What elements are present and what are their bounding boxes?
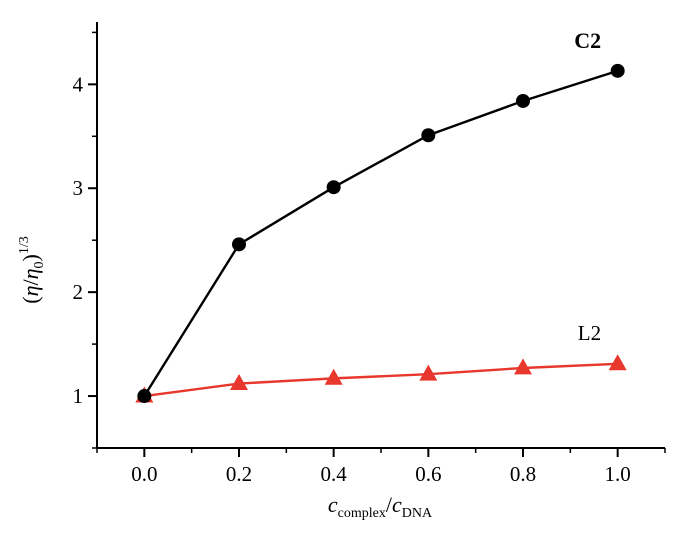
series-label-c2: C2 <box>574 28 601 53</box>
data-point-l2 <box>324 368 343 385</box>
x-tick-label: 1.0 <box>605 462 631 486</box>
x-tick-label: 0.6 <box>415 462 441 486</box>
data-point-c2 <box>232 237 246 252</box>
x-axis-title: ccomplex/cDNA <box>328 492 433 521</box>
x-tick-label: 0.8 <box>510 462 536 486</box>
x-tick-label: 0.2 <box>226 462 252 486</box>
axes: 0.0 0.2 0.4 0.6 0.8 1.0 1 2 3 4 <box>73 22 666 486</box>
y-tick-label: 4 <box>73 72 84 96</box>
data-point-c2 <box>421 128 436 143</box>
y-tick-label: 1 <box>73 384 84 408</box>
series-line-c2 <box>143 69 619 397</box>
data-point-l2 <box>230 373 248 390</box>
series-label-l2: L2 <box>578 321 601 345</box>
y-axis-title: (η/η0)1/3 <box>17 236 47 304</box>
x-tick-label: 0.4 <box>321 462 348 486</box>
series-layer <box>135 63 627 404</box>
data-point-l2 <box>419 364 438 381</box>
data-point-l2 <box>514 358 532 375</box>
labels-layer: C2 L2 <box>574 28 601 345</box>
data-point-c2 <box>326 180 341 195</box>
y-tick-label: 2 <box>73 280 84 304</box>
data-point-c2 <box>516 93 530 108</box>
x-tick-label: 0.0 <box>131 462 157 486</box>
data-point-l2 <box>608 354 627 371</box>
data-point-c2 <box>610 63 625 78</box>
data-point-c2 <box>137 389 152 404</box>
y-tick-label: 3 <box>73 176 84 200</box>
series-line-l2 <box>144 362 618 398</box>
